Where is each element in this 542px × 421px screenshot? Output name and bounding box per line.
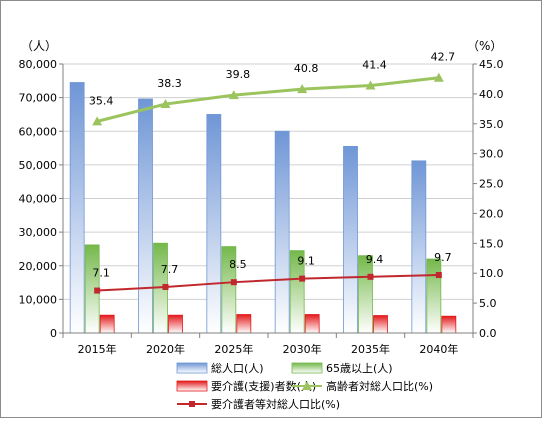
line-marker-0 [228, 90, 239, 100]
legend-label: 要介護者等対総人口比(%) [211, 397, 340, 411]
bar-2 [168, 314, 183, 334]
bar-0 [138, 98, 153, 334]
bar-2 [373, 315, 388, 334]
line-0 [96, 76, 440, 123]
data-label-1: 9.7 [434, 251, 452, 264]
left-tick-label: 40,000 [19, 193, 58, 206]
right-tick-label: 45.0 [479, 58, 504, 71]
right-tick-label: 30.0 [479, 148, 504, 161]
left-tick-label: 20,000 [19, 260, 58, 273]
data-label-1: 8.5 [229, 258, 247, 271]
x-tick-label: 2020年 [146, 342, 185, 356]
bar-2 [99, 314, 115, 334]
data-label-0: 35.4 [89, 94, 114, 107]
bar-0 [69, 82, 85, 334]
right-tick-label: 35.0 [479, 118, 504, 131]
bar-0 [343, 145, 358, 334]
data-label-1: 7.7 [161, 263, 179, 276]
legend-label: 65歳以上(人) [326, 362, 393, 375]
bar-2 [236, 314, 252, 334]
line-marker-1 [435, 272, 442, 279]
data-label-0: 40.8 [294, 62, 319, 75]
line-marker-1 [299, 275, 306, 282]
bar-2 [441, 315, 457, 334]
right-tick-label: 15.0 [479, 237, 504, 250]
data-label-0: 41.4 [362, 59, 387, 72]
legend-marker [302, 381, 312, 390]
line-1 [97, 274, 439, 292]
legend-marker [189, 401, 195, 407]
left-tick-label: 70,000 [19, 92, 58, 105]
line-marker-0 [433, 72, 444, 82]
left-tick-label: 60,000 [19, 125, 58, 138]
axes: 0 10,000 20,000 30,000 40,000 50,000 60,000 70,… [19, 39, 504, 356]
line-marker-0 [297, 84, 308, 94]
line-marker-1 [230, 279, 237, 286]
data-label-0: 39.8 [226, 68, 251, 81]
left-tick-label: 50,000 [19, 159, 58, 172]
legend-swatch [176, 362, 208, 374]
right-tick-label: 5.0 [479, 297, 497, 310]
legend-label: 高齢者対総人口比(%) [326, 379, 433, 393]
bar-1 [426, 258, 442, 334]
data-label-0: 38.3 [157, 77, 182, 90]
line-marker-0 [160, 99, 171, 109]
left-tick-label: 80,000 [19, 58, 58, 71]
data-labels: 35.4 38.3 39.8 40.8 41.4 42.7 7.1 7.7 8.5 9.1 9.4 9… [89, 51, 455, 280]
x-tick-label: 2025年 [214, 342, 253, 356]
line-marker-0 [92, 116, 103, 126]
data-label-1: 9.1 [297, 255, 315, 268]
bar-0 [274, 130, 290, 334]
x-tick-label: 2015年 [78, 342, 117, 356]
line-series [92, 72, 444, 294]
x-tick-label: 2030年 [283, 342, 322, 356]
legend: 総人口(人) 65歳以上(人) 要介護(支援)者数(人) 高齢者対総人口比(%) 要介護… [176, 361, 433, 411]
x-tick-label: 2040年 [419, 342, 458, 356]
bar-2 [304, 314, 320, 334]
bar-0 [411, 160, 427, 334]
line-marker-1 [367, 273, 374, 280]
x-tick-label: 2035年 [351, 342, 390, 356]
left-tick-label: 30,000 [19, 226, 58, 239]
right-tick-label: 20.0 [479, 207, 504, 220]
grid-lines [63, 63, 473, 300]
data-label-1: 9.4 [366, 253, 384, 266]
right-tick-label: 40.0 [479, 88, 504, 101]
legend-label: 要介護(支援)者数(人) [211, 379, 316, 393]
right-tick-label: 10.0 [479, 267, 504, 280]
right-tick-label: 25.0 [479, 178, 504, 191]
legend-label: 総人口(人) [211, 361, 264, 375]
legend-swatch [176, 380, 208, 392]
line-marker-0 [365, 80, 376, 90]
line-marker-1 [94, 287, 101, 294]
data-label-0: 42.7 [431, 51, 456, 64]
left-tick-label: 0 [50, 327, 57, 340]
bar-series [69, 82, 457, 334]
left-tick-label: 10,000 [19, 293, 58, 306]
line-marker-1 [162, 283, 169, 290]
right-axis-unit: （%） [467, 39, 502, 53]
data-label-1: 7.1 [92, 267, 110, 280]
legend-swatch [291, 362, 323, 374]
left-axis-unit: （人） [21, 39, 57, 53]
bar-1 [358, 255, 373, 334]
right-tick-label: 0.0 [479, 327, 497, 340]
bar-0 [206, 114, 222, 334]
